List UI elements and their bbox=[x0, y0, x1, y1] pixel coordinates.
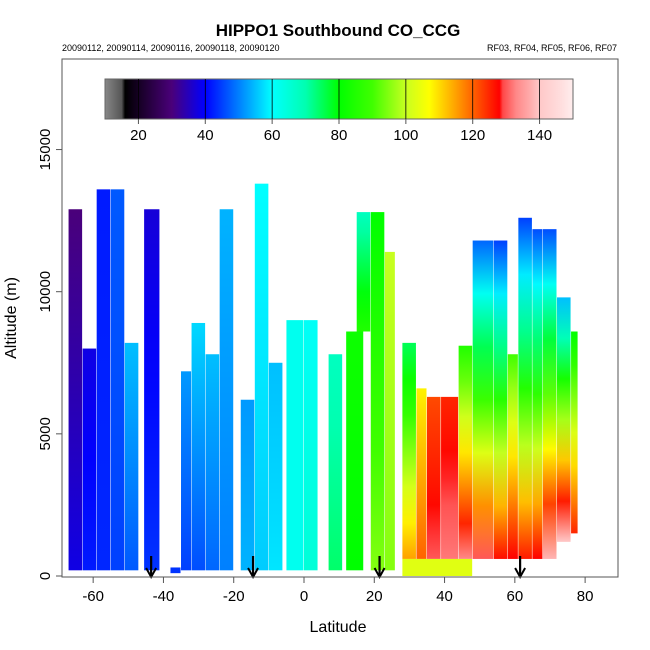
profile-curtain bbox=[191, 322, 206, 571]
profile-curtain bbox=[68, 209, 83, 571]
profile-curtains bbox=[68, 183, 578, 576]
profile-curtain bbox=[493, 240, 508, 559]
x-tick-label: 40 bbox=[436, 588, 453, 605]
colorbar-tick-label: 100 bbox=[393, 127, 418, 144]
y-axis: 0 5000 10000 15000 bbox=[37, 129, 63, 580]
profile-curtain bbox=[356, 212, 371, 332]
x-tick-label: 0 bbox=[300, 588, 308, 605]
profile-curtain bbox=[110, 189, 125, 571]
x-tick-label: -40 bbox=[153, 588, 175, 605]
profile-curtain bbox=[426, 396, 441, 559]
x-tick-label: 80 bbox=[577, 588, 594, 605]
y-tick-label: 0 bbox=[37, 572, 54, 580]
x-tick-label: 60 bbox=[506, 588, 523, 605]
x-tick-label: 20 bbox=[366, 588, 383, 605]
y-axis-label: Altitude (m) bbox=[3, 277, 20, 359]
y-tick-label: 10000 bbox=[37, 271, 54, 313]
profile-curtain bbox=[328, 354, 343, 571]
profile-curtain bbox=[96, 189, 111, 571]
y-tick-label: 5000 bbox=[37, 417, 54, 450]
profile-curtain bbox=[472, 240, 494, 559]
profile-curtain bbox=[384, 251, 395, 571]
colorbar-tick-label: 80 bbox=[331, 127, 348, 144]
profile-curtain bbox=[518, 217, 532, 559]
profile-curtain bbox=[441, 396, 459, 559]
colorbar-tick-label: 140 bbox=[527, 127, 552, 144]
y-tick-label: 15000 bbox=[37, 129, 54, 171]
profile-curtain bbox=[542, 229, 557, 559]
profile-curtain bbox=[458, 345, 473, 559]
profile-curtain bbox=[240, 399, 255, 571]
profile-curtain bbox=[532, 229, 543, 559]
x-axis: -60 -40 -20 0 20 40 60 80 bbox=[82, 576, 594, 605]
profile-curtain bbox=[219, 209, 234, 571]
profile-curtain bbox=[205, 354, 220, 571]
colorbar-tick-label: 120 bbox=[460, 127, 485, 144]
profile-curtain bbox=[268, 362, 283, 571]
profile-curtain bbox=[170, 567, 181, 574]
profile-curtain bbox=[304, 320, 318, 571]
profile-curtain bbox=[416, 388, 427, 559]
profile-curtain bbox=[181, 371, 192, 571]
colorbar-tick-label: 60 bbox=[264, 127, 281, 144]
profile-curtain bbox=[286, 320, 304, 571]
x-tick-label: -20 bbox=[223, 588, 245, 605]
profile-curtain bbox=[507, 354, 518, 559]
chart-subtitle-flights: RF03, RF04, RF05, RF06, RF07 bbox=[487, 43, 617, 53]
colorbar: 20 40 60 80 100 120 140 bbox=[104, 78, 574, 144]
profile-curtain bbox=[346, 331, 364, 571]
profile-curtain bbox=[254, 183, 269, 571]
profile-curtain bbox=[82, 348, 97, 571]
profile-curtain bbox=[557, 297, 571, 542]
colorbar-tick-label: 20 bbox=[130, 127, 147, 144]
x-axis-label: Latitude bbox=[310, 619, 367, 636]
profile-curtain bbox=[402, 558, 473, 576]
profile-curtain bbox=[571, 331, 578, 534]
colorbar-tick-label: 40 bbox=[197, 127, 214, 144]
profile-curtain bbox=[124, 342, 139, 571]
chart-subtitle-dates: 20090112, 20090114, 20090116, 20090118, … bbox=[62, 43, 280, 53]
profile-curtain bbox=[402, 342, 416, 559]
chart-title: HIPPO1 Southbound CO_CCG bbox=[216, 21, 461, 40]
profile-curtain bbox=[144, 209, 160, 571]
x-tick-label: -60 bbox=[82, 588, 104, 605]
profile-curtain bbox=[370, 212, 385, 571]
